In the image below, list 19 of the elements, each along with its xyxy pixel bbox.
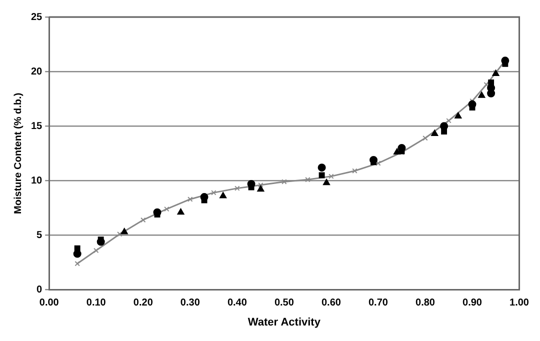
x-tick-label: 1.00 <box>510 298 530 309</box>
x-tick-label: 0.10 <box>86 298 106 309</box>
x-tick-label: 0.60 <box>321 298 342 309</box>
x-axis-title: Water Activity <box>248 316 322 328</box>
x-tick-label: 0.00 <box>39 298 60 309</box>
y-tick-label: 5 <box>36 230 43 241</box>
y-tick-label: 20 <box>31 66 43 78</box>
x-tick-label: 0.90 <box>462 298 482 309</box>
x-tick-label: 0.80 <box>416 298 436 309</box>
y-tick-label: 25 <box>31 12 43 23</box>
x-tick-label: 0.40 <box>227 298 248 309</box>
y-tick-label: 0 <box>36 284 43 296</box>
y-tick-label: 10 <box>31 175 43 186</box>
y-tick-label: 15 <box>31 120 43 132</box>
x-tick-label: 0.50 <box>274 298 294 309</box>
x-tick-label: 0.20 <box>133 298 154 309</box>
y-axis-title: Moisture Content (% d.b.) <box>12 92 24 214</box>
x-tick-label: 0.30 <box>180 298 200 309</box>
x-tick-label: 0.70 <box>368 298 388 309</box>
